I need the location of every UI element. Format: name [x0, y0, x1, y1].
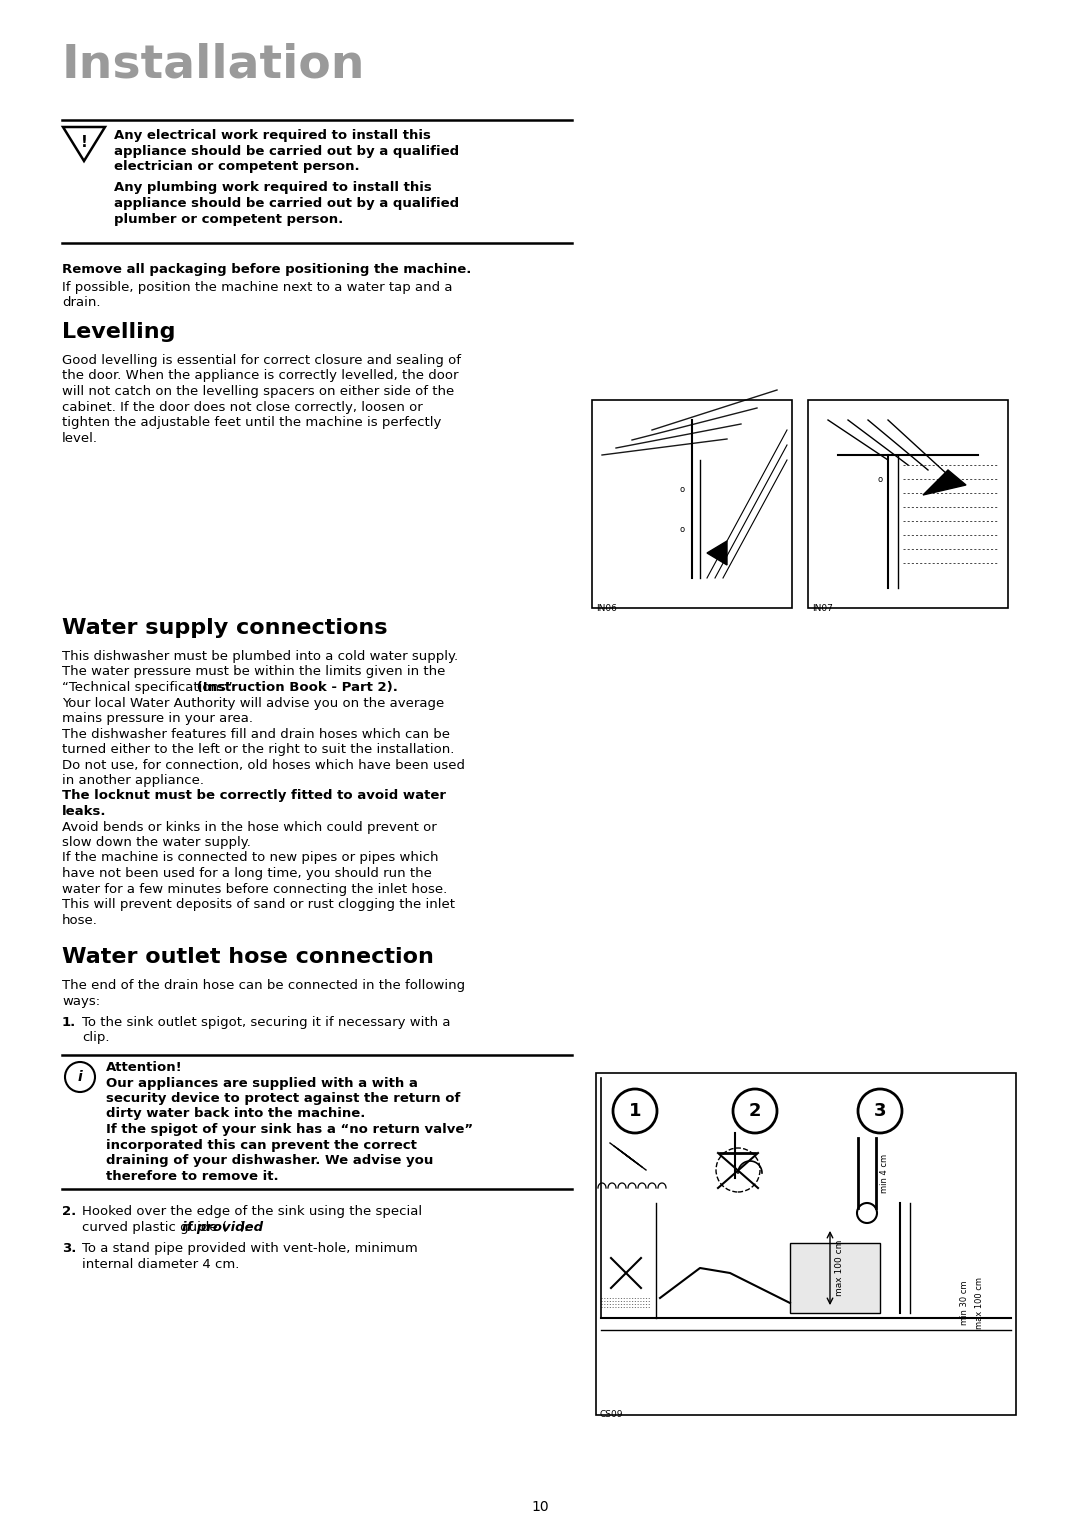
Text: max 100 cm: max 100 cm [835, 1239, 843, 1296]
Polygon shape [923, 470, 966, 494]
Text: level.: level. [62, 432, 98, 444]
Text: Installation: Installation [62, 43, 365, 87]
Text: drain.: drain. [62, 296, 100, 308]
Text: (Instruction Book - Part 2).: (Instruction Book - Part 2). [192, 681, 397, 694]
Text: min 30 cm: min 30 cm [960, 1280, 969, 1325]
Text: This will prevent deposits of sand or rust clogging the inlet: This will prevent deposits of sand or ru… [62, 897, 455, 911]
Text: appliance should be carried out by a qualified: appliance should be carried out by a qua… [114, 197, 459, 211]
Text: clip.: clip. [82, 1032, 109, 1044]
Text: draining of your dishwasher. We advise you: draining of your dishwasher. We advise y… [106, 1154, 433, 1167]
Text: max 100 cm: max 100 cm [975, 1277, 984, 1329]
Text: ways:: ways: [62, 995, 100, 1007]
Text: Any plumbing work required to install this: Any plumbing work required to install th… [114, 182, 432, 194]
FancyBboxPatch shape [789, 1244, 880, 1312]
Text: If possible, position the machine next to a water tap and a: If possible, position the machine next t… [62, 281, 453, 293]
Text: plumber or competent person.: plumber or competent person. [114, 212, 343, 226]
FancyBboxPatch shape [596, 1073, 1016, 1415]
Text: “Technical specifications”: “Technical specifications” [62, 681, 233, 694]
Text: appliance should be carried out by a qualified: appliance should be carried out by a qua… [114, 145, 459, 157]
Text: therefore to remove it.: therefore to remove it. [106, 1169, 279, 1183]
Text: water for a few minutes before connecting the inlet hose.: water for a few minutes before connectin… [62, 882, 447, 896]
Text: To the sink outlet spigot, securing it if necessary with a: To the sink outlet spigot, securing it i… [82, 1016, 450, 1029]
Text: Our appliances are supplied with a with a: Our appliances are supplied with a with … [106, 1076, 418, 1090]
Text: electrician or competent person.: electrician or competent person. [114, 160, 360, 172]
Text: Any electrical work required to install this: Any electrical work required to install … [114, 130, 431, 142]
Polygon shape [707, 542, 727, 565]
Text: if provided: if provided [183, 1221, 264, 1233]
Text: cabinet. If the door does not close correctly, loosen or: cabinet. If the door does not close corr… [62, 400, 422, 414]
Text: Do not use, for connection, old hoses which have been used: Do not use, for connection, old hoses wh… [62, 758, 465, 772]
Text: If the spigot of your sink has a “no return valve”: If the spigot of your sink has a “no ret… [106, 1123, 473, 1135]
Text: 10: 10 [531, 1500, 549, 1514]
Text: will not catch on the levelling spacers on either side of the: will not catch on the levelling spacers … [62, 385, 455, 398]
Text: 2: 2 [748, 1102, 761, 1120]
Text: Hooked over the edge of the sink using the special: Hooked over the edge of the sink using t… [82, 1206, 422, 1218]
FancyBboxPatch shape [808, 400, 1008, 607]
Text: !: ! [81, 134, 87, 150]
Text: To a stand pipe provided with vent-hole, minimum: To a stand pipe provided with vent-hole,… [82, 1242, 418, 1254]
Text: incorporated this can prevent the correct: incorporated this can prevent the correc… [106, 1138, 417, 1152]
Text: 1.: 1. [62, 1016, 77, 1029]
Text: The dishwasher features fill and drain hoses which can be: The dishwasher features fill and drain h… [62, 728, 450, 740]
Text: The water pressure must be within the limits given in the: The water pressure must be within the li… [62, 665, 445, 679]
Text: Good levelling is essential for correct closure and sealing of: Good levelling is essential for correct … [62, 354, 461, 366]
Text: Water supply connections: Water supply connections [62, 618, 388, 638]
Text: internal diameter 4 cm.: internal diameter 4 cm. [82, 1257, 240, 1271]
FancyBboxPatch shape [592, 400, 792, 607]
Text: o: o [679, 485, 685, 494]
Text: Remove all packaging before positioning the machine.: Remove all packaging before positioning … [62, 262, 471, 276]
Text: o: o [877, 476, 882, 484]
Text: Attention!: Attention! [106, 1061, 183, 1074]
Text: in another appliance.: in another appliance. [62, 774, 204, 787]
Text: tighten the adjustable feet until the machine is perfectly: tighten the adjustable feet until the ma… [62, 417, 442, 429]
Text: i: i [78, 1070, 82, 1083]
Text: 2.: 2. [62, 1206, 77, 1218]
Text: min 4 cm: min 4 cm [880, 1154, 889, 1192]
Text: CS09: CS09 [600, 1410, 623, 1419]
Text: dirty water back into the machine.: dirty water back into the machine. [106, 1108, 365, 1120]
Text: Your local Water Authority will advise you on the average: Your local Water Authority will advise y… [62, 696, 444, 710]
Text: This dishwasher must be plumbed into a cold water supply.: This dishwasher must be plumbed into a c… [62, 650, 458, 662]
Text: 1: 1 [629, 1102, 642, 1120]
Text: IN07: IN07 [812, 604, 833, 613]
Text: Avoid bends or kinks in the hose which could prevent or: Avoid bends or kinks in the hose which c… [62, 821, 436, 833]
Text: leaks.: leaks. [62, 806, 107, 818]
Text: mains pressure in your area.: mains pressure in your area. [62, 713, 253, 725]
Text: 3: 3 [874, 1102, 887, 1120]
Text: ).: ). [240, 1221, 249, 1233]
Text: Levelling: Levelling [62, 322, 175, 342]
Text: If the machine is connected to new pipes or pipes which: If the machine is connected to new pipes… [62, 852, 438, 865]
Text: Water outlet hose connection: Water outlet hose connection [62, 948, 434, 967]
Text: have not been used for a long time, you should run the: have not been used for a long time, you … [62, 867, 432, 881]
Text: the door. When the appliance is correctly levelled, the door: the door. When the appliance is correctl… [62, 369, 459, 383]
Text: o: o [679, 525, 685, 534]
Text: 3.: 3. [62, 1242, 77, 1254]
Text: security device to protect against the return of: security device to protect against the r… [106, 1093, 460, 1105]
Text: IN06: IN06 [596, 604, 617, 613]
Text: The locknut must be correctly fitted to avoid water: The locknut must be correctly fitted to … [62, 789, 446, 803]
Text: The end of the drain hose can be connected in the following: The end of the drain hose can be connect… [62, 980, 465, 992]
Text: slow down the water supply.: slow down the water supply. [62, 836, 251, 848]
Text: hose.: hose. [62, 914, 98, 926]
Text: turned either to the left or the right to suit the installation.: turned either to the left or the right t… [62, 743, 455, 755]
Text: curved plastic guide (: curved plastic guide ( [82, 1221, 227, 1233]
